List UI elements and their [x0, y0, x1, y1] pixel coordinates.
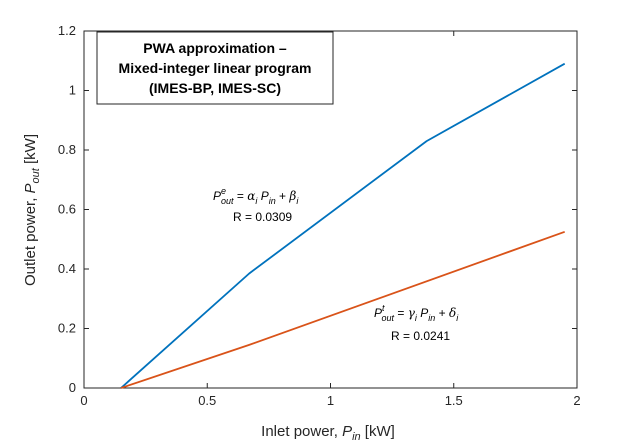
info-box-line-1: PWA approximation – [143, 40, 287, 56]
info-box-frame [96, 31, 334, 105]
annotation-thermal-r: R = 0.0241 [391, 329, 450, 343]
series-line-1 [120, 62, 566, 389]
annotation-thermal-equation: Pt out = γi Pin + δi [374, 303, 459, 323]
y-axis-label: Outlet power, Pout [kW] [22, 134, 42, 286]
x-tick-label: 2 [573, 393, 580, 408]
x-tick-label: 1 [327, 393, 334, 408]
info-box: PWA approximation – Mixed-integer linear… [96, 31, 334, 105]
y-tick-label: 0.2 [58, 321, 76, 336]
annotation-thermal: Pt out = γi Pin + δi R = 0.0241 [374, 303, 459, 343]
y-tick-label: 0.8 [58, 142, 76, 157]
annotation-electric-equation: Pe out = αi Pin + βi [213, 186, 299, 206]
y-tick-label: 0 [69, 380, 76, 395]
series-line-2 [120, 230, 566, 389]
annotation-electric: Pe out = αi Pin + βi R = 0.0309 [213, 186, 299, 224]
x-axis-label: Inlet power, Pin [kW] [261, 423, 395, 443]
y-tick-label: 0.6 [58, 202, 76, 217]
series-layer [120, 62, 566, 389]
x-tick-label: 0 [80, 393, 87, 408]
y-tick-label: 1 [69, 83, 76, 98]
x-tick-label: 0.5 [198, 393, 216, 408]
annotation-electric-r: R = 0.0309 [233, 210, 292, 224]
y-tick-label: 0.4 [58, 261, 76, 276]
info-box-line-2: Mixed-integer linear program [119, 60, 312, 76]
info-box-line-3: (IMES-BP, IMES-SC) [149, 80, 281, 96]
x-tick-label: 1.5 [445, 393, 463, 408]
y-tick-label: 1.2 [58, 23, 76, 38]
